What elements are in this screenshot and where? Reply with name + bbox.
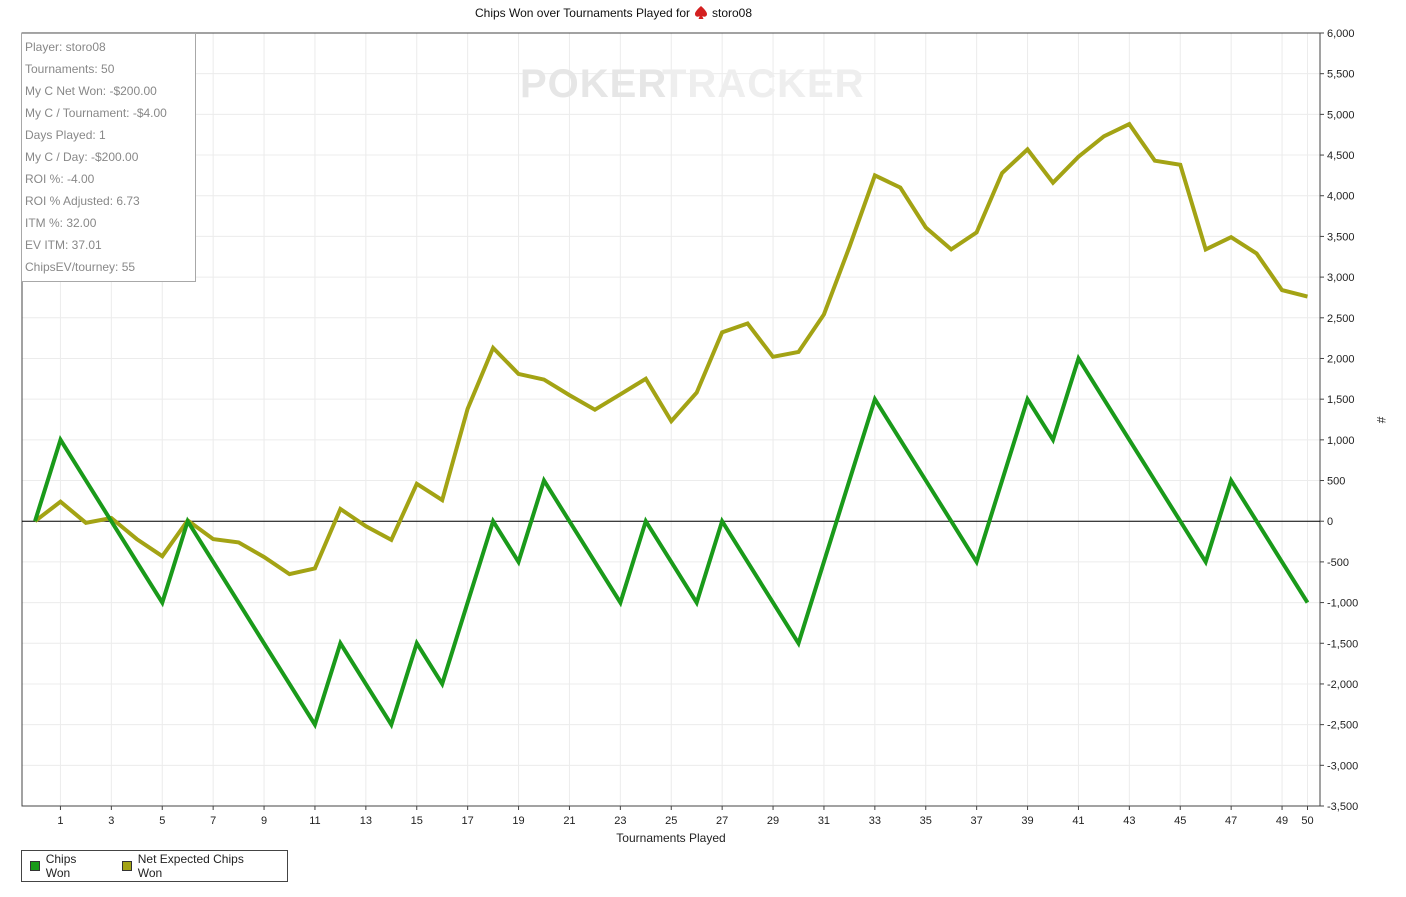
x-tick-label: 25 (665, 815, 677, 827)
y-tick-label: 5,500 (1327, 69, 1355, 81)
x-tick-label: 35 (920, 815, 932, 827)
stat-tournaments: Tournaments: 50 (25, 62, 115, 76)
y-tick-label: 500 (1327, 476, 1345, 488)
y-axis-label: # (1374, 417, 1388, 424)
x-tick-label: 50 (1301, 815, 1313, 827)
x-tick-label: 23 (614, 815, 626, 827)
legend-label-net-expected: Net Expected Chips Won (137, 852, 244, 880)
x-tick-label: 3 (108, 815, 114, 827)
y-tick-label: 3,000 (1327, 272, 1355, 284)
x-tick-label: 5 (159, 815, 165, 827)
x-axis-label: Tournaments Played (616, 831, 725, 845)
x-tick-label: 43 (1123, 815, 1135, 827)
x-tick-label: 39 (1021, 815, 1033, 827)
stat-per-day: My C / Day: -$200.00 (25, 150, 139, 164)
y-tick-label: -1,000 (1327, 598, 1358, 610)
y-tick-label: 3,500 (1327, 231, 1355, 243)
y-tick-label: -500 (1327, 557, 1349, 569)
x-tick-label: 13 (360, 815, 372, 827)
x-tick-label: 9 (261, 815, 267, 827)
x-tick-label: 15 (411, 815, 423, 827)
x-tick-label: 29 (767, 815, 779, 827)
stat-roi-adjusted: ROI % Adjusted: 6.73 (25, 194, 140, 208)
stat-itm: ITM %: 32.00 (25, 216, 97, 230)
y-tick-label: -2,500 (1327, 720, 1358, 732)
series-line-chips-won (33, 353, 1310, 730)
y-tick-label: 1,000 (1327, 435, 1355, 447)
y-tick-label: 2,000 (1327, 353, 1355, 365)
x-tick-label: 21 (563, 815, 575, 827)
stat-chipsev: ChipsEV/tourney: 55 (25, 260, 136, 274)
legend-swatch-net-expected (122, 861, 132, 871)
series-line-net-expected (33, 121, 1308, 577)
y-tick-label: 4,500 (1327, 150, 1355, 162)
y-tick-label: 6,000 (1327, 28, 1355, 40)
y-tick-label: -2,000 (1327, 679, 1358, 691)
watermark-tracker: TRACKER (662, 62, 865, 106)
legend-item-chips-won: Chips Won (30, 852, 102, 880)
y-tick-label: -3,500 (1327, 801, 1358, 813)
x-tick-label: 19 (512, 815, 524, 827)
x-tick-label: 17 (462, 815, 474, 827)
x-tick-label: 49 (1276, 815, 1288, 827)
x-tick-label: 37 (971, 815, 983, 827)
x-tick-label: 41 (1072, 815, 1084, 827)
x-tick-label: 33 (869, 815, 881, 827)
legend-swatch-chips-won (30, 861, 40, 871)
x-tick-label: 45 (1174, 815, 1186, 827)
legend-label-chips-won: Chips Won (45, 852, 77, 880)
x-tick-label: 11 (309, 815, 320, 827)
y-tick-label: -1,500 (1327, 638, 1358, 650)
y-tick-label: 2,500 (1327, 313, 1355, 325)
x-tick-label: 7 (210, 815, 216, 827)
x-tick-label: 27 (716, 815, 728, 827)
y-tick-label: 5,000 (1327, 109, 1355, 121)
stat-player: Player: storo08 (25, 40, 106, 54)
legend-item-net-expected: Net Expected Chips Won (122, 852, 267, 880)
stat-per-tournament: My C / Tournament: -$4.00 (25, 106, 167, 120)
x-tick-label: 47 (1225, 815, 1237, 827)
y-tick-label: -3,000 (1327, 760, 1358, 772)
x-tick-label: 31 (818, 815, 830, 827)
x-tick-label: 1 (57, 815, 63, 827)
chart-legend: Chips Won Net Expected Chips Won (21, 850, 288, 882)
watermark-poker: POKER (520, 62, 667, 106)
stats-box: Player: storo08 Tournaments: 50 My C Net… (21, 33, 196, 282)
chart-title: Chips Won over Tournaments Played for (475, 6, 690, 20)
stat-ev-itm: EV ITM: 37.01 (25, 238, 102, 252)
chart-title-player: storo08 (712, 6, 752, 20)
stat-days-played: Days Played: 1 (25, 128, 106, 142)
stat-net-won: My C Net Won: -$200.00 (25, 84, 157, 98)
y-tick-label: 0 (1327, 516, 1333, 528)
poker-spade-icon (695, 6, 707, 19)
y-tick-label: 4,000 (1327, 191, 1355, 203)
stat-roi: ROI %: -4.00 (25, 172, 95, 186)
y-tick-label: 1,500 (1327, 394, 1355, 406)
